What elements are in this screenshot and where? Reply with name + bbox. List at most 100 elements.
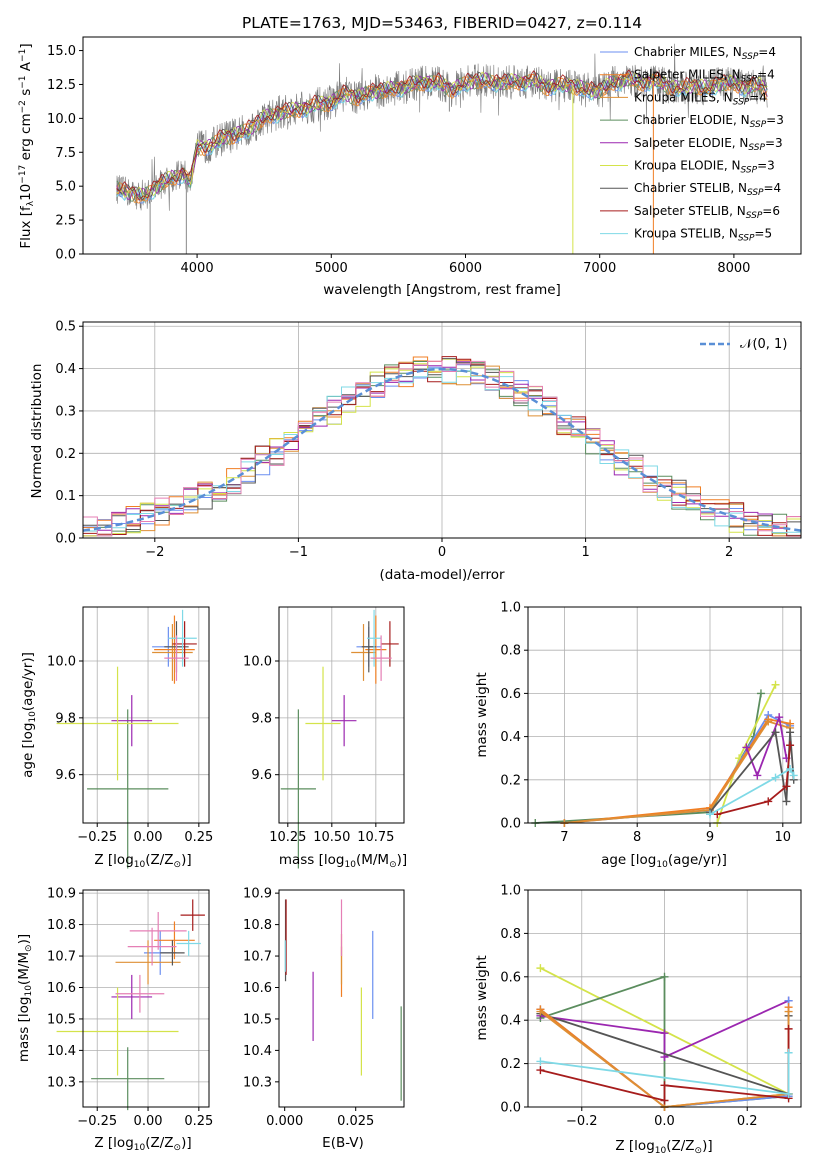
- weight-vs-age-ytick-label-4: 0.8: [500, 644, 521, 659]
- mass-vs-Z-plot-area: −0.25 0.00 0.25 10.3 10.4 10.5 10.6 10.7 10.8 10.…: [47, 887, 213, 1129]
- weight-vs-Z-xtick-label-0: −0.2: [566, 1114, 598, 1129]
- mass-vs-EBV-ytick-label-1: 10.4: [243, 1044, 272, 1059]
- weight-vs-Z-ytick-label-5: 1.0: [500, 884, 521, 899]
- residuals-legend: 𝒩(0, 1): [700, 337, 787, 352]
- spectrum-ylabel: Flux [fλ10−17 erg cm−2 s−1 A−1]: [18, 43, 36, 248]
- residuals-ytick-label-0: 0.0: [55, 532, 76, 547]
- weight-vs-age-marker-1-2: [771, 680, 780, 689]
- spectrum-ytick-label-3: 7.5: [55, 146, 76, 161]
- age-vs-mass-ytick-label-1: 9.8: [251, 711, 272, 726]
- weight-vs-Z-marker-1-1: [660, 972, 669, 981]
- age-vs-Z-ytick-label-1: 9.8: [55, 711, 76, 726]
- weight-vs-age-ylabel: mass weight: [474, 672, 490, 757]
- spectrum-xtick-label-4: 8000: [717, 261, 750, 276]
- spectrum-ytick-label-0: 0.0: [55, 248, 76, 263]
- age-vs-Z-ytick-label-2: 10.0: [47, 655, 76, 670]
- weight-vs-age-marker-6-2: [782, 797, 791, 806]
- age-vs-Z-xtick-label-1: 0.00: [134, 830, 163, 845]
- spectrum-xtick-label-3: 7000: [583, 261, 616, 276]
- weight-vs-Z-marker-2-1: [660, 1029, 669, 1038]
- weight-vs-age-marker-6-1: [771, 728, 780, 737]
- mass-vs-EBV-plot-area: 0.000 0.025 10.3 10.4 10.5 10.6 10.7 10.8 10.9: [243, 887, 405, 1129]
- age-vs-Z-panel: −0.25 0.00 0.259.69.810.0 Z [log10(Z/Z⊙)] …: [20, 606, 213, 870]
- spectrum-ytick-label-1: 2.5: [55, 214, 76, 229]
- weight-vs-Z-xlabel: Z [log10(Z/Z⊙)]: [615, 1138, 712, 1156]
- residuals-ytick-label-2: 0.2: [55, 447, 76, 462]
- age-vs-Z-xtick-label-2: 0.25: [184, 830, 213, 845]
- mass-vs-EBV-frame: [278, 889, 405, 1108]
- weight-vs-Z-marker-8-1: [784, 1089, 793, 1098]
- weight-vs-age-marker-5-0: [742, 743, 751, 752]
- residuals-panel: −2 −1 0 1 2 0.0 0.1 0.2 0.3 0.4 0.5 (data-model)/e…: [29, 320, 802, 583]
- weight-vs-Z-marker-7-2: [660, 1081, 669, 1090]
- mass-vs-Z-xtick-label-1: 0.00: [134, 1114, 163, 1129]
- mass-vs-Z-frame: [82, 889, 210, 1108]
- age-vs-mass-xlabel: mass [log10(M/M⊙)]: [279, 852, 407, 870]
- mass-vs-EBV-ytick-label-6: 10.9: [243, 887, 272, 902]
- weight-vs-age-xtick-label-0: 7: [560, 830, 568, 845]
- age-vs-mass-panel: 10.25 10.50 10.75 9.6 9.8 10.0 mass [log10(M/…: [243, 606, 407, 870]
- weight-vs-age-marker-7-2: [782, 782, 791, 791]
- spectrum-xtick-label-0: 4000: [181, 261, 214, 276]
- age-vs-mass-xtick-label-1: 10.50: [313, 830, 350, 845]
- spectrum-plot-area: 4000 5000 6000 7000 8000 0.0 2.5 5.0 7.5 10.0 12.5…: [47, 36, 802, 276]
- mass-vs-EBV-ytick-label-5: 10.8: [243, 918, 272, 933]
- age-vs-Z-xlabel: Z [log10(Z/Z⊙)]: [94, 852, 191, 870]
- mass-vs-EBV-xtick-label-0: 0.000: [266, 1114, 303, 1129]
- age-vs-Z-xtick-label-0: −0.25: [77, 830, 117, 845]
- weight-vs-Z-marker-6-3: [784, 1007, 793, 1016]
- residuals-xtick-label-1: −1: [289, 545, 308, 560]
- weight-vs-age-xlabel: age [log10(age/yr)]: [601, 852, 727, 870]
- age-vs-Z-plot-area: −0.25 0.00 0.25 9.6 9.8 10.0: [47, 606, 213, 869]
- normal-legend-label: 𝒩(0, 1): [740, 337, 787, 352]
- weight-vs-age-marker-8-2: [786, 765, 795, 773]
- weight-vs-age-marker-7-3: [786, 741, 795, 750]
- legend-entry-1: Salpeter MILES, NSSP=4: [634, 68, 775, 85]
- weight-vs-age-xtick-label-1: 8: [633, 830, 641, 845]
- weight-vs-Z-ylabel: mass weight: [474, 955, 490, 1040]
- mass-vs-Z-panel: −0.25 0.00 0.25 10.3 10.4 10.5 10.6 10.7 10.8 10.…: [16, 887, 213, 1153]
- mass-vs-Z-ylabel: mass [log10(M/M⊙)]: [16, 934, 34, 1062]
- age-vs-mass-ytick-label-0: 9.6: [251, 768, 272, 783]
- weight-vs-age-marker-8-0: [706, 810, 714, 819]
- weight-vs-age-ytick-label-2: 0.4: [500, 730, 521, 745]
- weight-vs-age-ytick-label-0: 0.0: [500, 817, 521, 832]
- spectrum-model-line-6: [116, 70, 768, 201]
- legend-entry-7: Salpeter STELIB, NSSP=6: [634, 204, 780, 221]
- weight-vs-age-ytick-label-3: 0.6: [500, 687, 521, 702]
- normal-curve: [82, 367, 802, 532]
- spectrum-ytick-label-2: 5.0: [55, 180, 76, 195]
- residuals-ytick-label-4: 0.4: [55, 362, 76, 377]
- mass-vs-EBV-ytick-label-0: 10.3: [243, 1075, 272, 1090]
- residuals-ytick-label-5: 0.5: [55, 320, 76, 335]
- weight-vs-age-panel: 7 8 9 10 0.0 0.2 0.4 0.6 0.8 1.0 age [log10(age/y…: [474, 601, 802, 870]
- weight-vs-age-marker-8-3: [789, 771, 798, 780]
- weight-vs-Z-ytick-label-3: 0.6: [500, 970, 521, 985]
- spectrum-frame: [82, 36, 802, 255]
- weight-vs-Z-marker-7-1: [660, 1096, 669, 1105]
- weight-vs-age-marker-0-3: [756, 689, 765, 698]
- mass-vs-EBV-ytick-label-4: 10.7: [243, 950, 272, 965]
- residuals-frame: [82, 321, 802, 539]
- age-vs-mass-xtick-label-2: 10.75: [357, 830, 394, 845]
- weight-vs-Z-marker-7-0: [536, 1066, 545, 1075]
- residuals-xlabel: (data-model)/error: [379, 567, 505, 583]
- weight-vs-Z-panel: −0.2 0.0 0.2 0.0 0.2 0.4 0.6 0.8 1.0 Z [log10(Z/…: [474, 884, 802, 1156]
- weight-vs-Z-ytick-label-2: 0.4: [500, 1014, 521, 1029]
- weight-vs-Z-ytick-label-0: 0.0: [500, 1101, 521, 1116]
- residuals-xtick-label-3: 1: [581, 545, 589, 560]
- weight-vs-age-marker-6-3: [786, 728, 795, 737]
- weight-vs-Z-marker-7-4: [784, 1024, 793, 1033]
- weight-vs-Z-ytick-label-1: 0.2: [500, 1057, 521, 1072]
- spectrum-panel: PLATE=1763, MJD=53463, FIBERID=0427, z=0…: [18, 14, 802, 298]
- weight-vs-age-series-4: [564, 720, 791, 824]
- residuals-ylabel: Normed distribution: [29, 364, 45, 499]
- residuals-ytick-label-3: 0.3: [55, 404, 76, 419]
- mass-vs-Z-ytick-label-6: 10.9: [47, 887, 76, 902]
- weight-vs-age-ytick-label-5: 1.0: [500, 601, 521, 616]
- weight-vs-Z-xtick-label-1: 0.0: [654, 1114, 675, 1129]
- mass-vs-Z-ytick-label-1: 10.4: [47, 1044, 76, 1059]
- weight-vs-age-marker-8-1: [771, 773, 780, 782]
- legend-entry-5: Kroupa ELODIE, NSSP=3: [634, 159, 775, 176]
- weight-vs-Z-ytick-label-4: 0.8: [500, 927, 521, 942]
